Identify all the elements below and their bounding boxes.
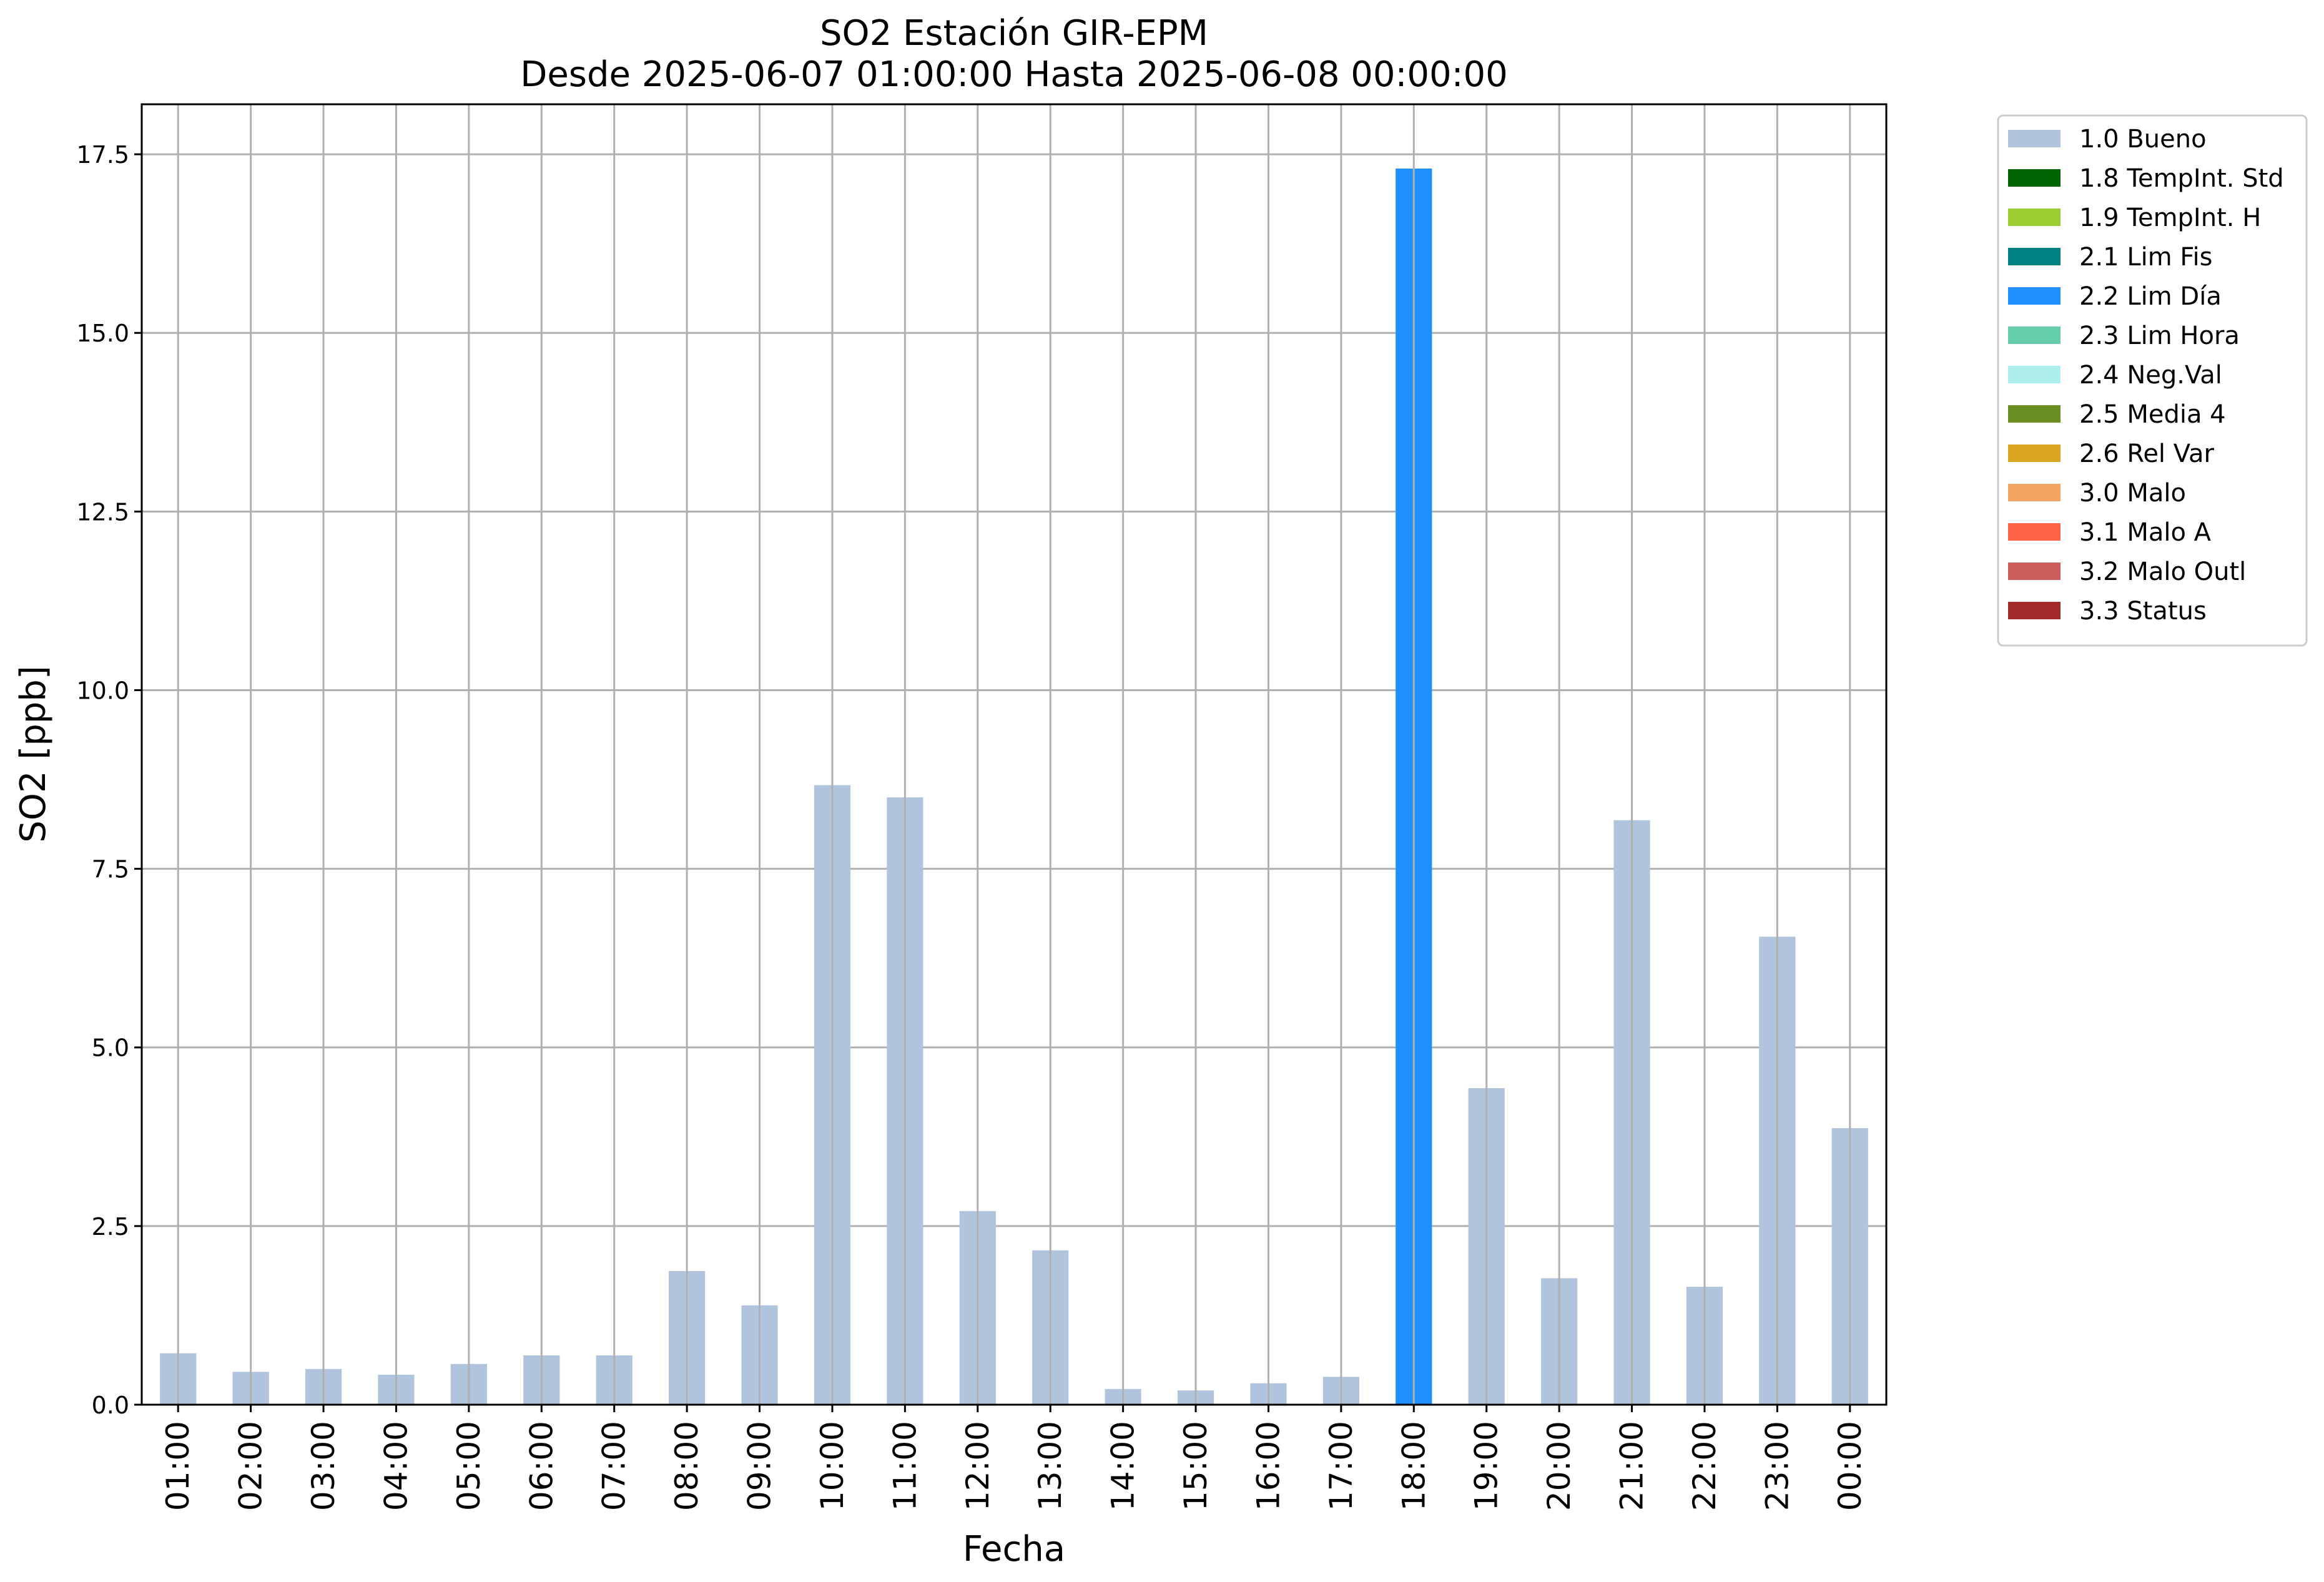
legend-swatch [2008, 366, 2061, 383]
x-tick-label: 11:00 [887, 1421, 923, 1511]
legend-swatch [2008, 130, 2061, 147]
x-tick-label: 03:00 [305, 1421, 342, 1511]
x-tick-label: 23:00 [1759, 1421, 1795, 1511]
plot-area-frame [140, 103, 1888, 1406]
legend-entry: 2.2 Lim Día [2079, 282, 2222, 311]
legend-entry: 3.1 Malo A [2079, 518, 2212, 547]
vertical-grid-lines [177, 104, 1851, 1405]
legend-entry: 2.3 Lim Hora [2079, 322, 2240, 350]
x-tick-label: 01:00 [160, 1421, 196, 1511]
legend-entry: 1.0 Bueno [2079, 125, 2207, 154]
y-tick-label: 7.5 [92, 856, 129, 883]
legend-entry: 2.6 Rel Var [2079, 440, 2215, 468]
y-tick-label: 17.5 [76, 141, 129, 169]
legend-swatch [2008, 405, 2061, 423]
x-tick-label: 09:00 [742, 1421, 778, 1511]
chart-title: SO2 Estación GIR-EPM [820, 13, 1208, 54]
x-tick-label: 15:00 [1178, 1421, 1214, 1511]
y-tick-label: 10.0 [76, 677, 129, 704]
x-tick-label: 12:00 [960, 1421, 996, 1511]
bars [160, 169, 1868, 1405]
y-tick-label: 15.0 [76, 320, 129, 347]
x-tick-label: 07:00 [596, 1421, 633, 1511]
x-tick-label: 13:00 [1032, 1421, 1068, 1511]
legend-swatch [2008, 523, 2061, 541]
y-tick-label: 5.0 [92, 1034, 129, 1062]
legend-swatch [2008, 327, 2061, 344]
legend-swatch [2008, 445, 2061, 462]
x-tick-label: 19:00 [1469, 1421, 1505, 1511]
x-axis-label: Fecha [963, 1529, 1065, 1570]
legend-swatch [2008, 209, 2061, 226]
grid-lines [142, 153, 1886, 1406]
x-tick-label: 18:00 [1396, 1421, 1432, 1511]
y-tick-label: 2.5 [92, 1213, 129, 1241]
legend-swatch [2008, 484, 2061, 501]
legend: 1.0 Bueno 1.8 TempInt. Std 1.9 TempInt. H 2… [1997, 114, 2308, 647]
y-tick-label: 12.5 [76, 498, 129, 526]
legend-swatch [2008, 602, 2061, 619]
x-tick-label: 20:00 [1541, 1421, 1577, 1511]
legend-swatch [2008, 563, 2061, 580]
x-tick-label: 04:00 [378, 1421, 414, 1511]
y-axis-label: SO2 [ppb] [13, 666, 54, 842]
x-tick-label: 10:00 [814, 1421, 850, 1511]
y-tick-label: 0.0 [92, 1392, 129, 1419]
legend-entry: 2.5 Media 4 [2079, 400, 2226, 429]
chart-subtitle: Desde 2025-06-07 01:00:00 Hasta 2025-06-… [520, 54, 1508, 95]
x-tick-label: 21:00 [1614, 1421, 1650, 1511]
legend-entry: 3.0 Malo [2079, 479, 2186, 508]
x-tick-label: 17:00 [1323, 1421, 1359, 1511]
legend-swatch [2008, 169, 2061, 187]
legend-entry: 1.8 TempInt. Std [2079, 164, 2284, 193]
legend-entry: 3.3 Status [2079, 597, 2207, 626]
legend-swatch [2008, 248, 2061, 265]
x-tick-label: 22:00 [1686, 1421, 1723, 1511]
legend-entry: 3.2 Malo Outl [2079, 558, 2246, 586]
x-tick-label: 00:00 [1832, 1421, 1868, 1511]
x-tick-label: 16:00 [1250, 1421, 1286, 1511]
legend-entry: 2.1 Lim Fis [2079, 243, 2212, 272]
x-tick-label: 14:00 [1105, 1421, 1141, 1511]
x-axis-ticks: 01:00 02:00 03:00 04:00 05:00 06:00 07:00 08:00… [160, 1405, 1868, 1511]
x-tick-label: 06:00 [523, 1421, 559, 1511]
legend-entry: 1.9 TempInt. H [2079, 204, 2261, 232]
legend-swatch [2008, 287, 2061, 305]
x-tick-label: 02:00 [233, 1421, 269, 1511]
y-axis-ticks: 0.0 2.5 5.0 7.5 10.0 12.5 15.0 17.5 [76, 141, 142, 1419]
x-tick-label: 05:00 [451, 1421, 487, 1511]
legend-entry: 2.4 Neg.Val [2079, 361, 2222, 390]
legend-box [1997, 114, 2308, 647]
x-tick-label: 08:00 [669, 1421, 705, 1511]
